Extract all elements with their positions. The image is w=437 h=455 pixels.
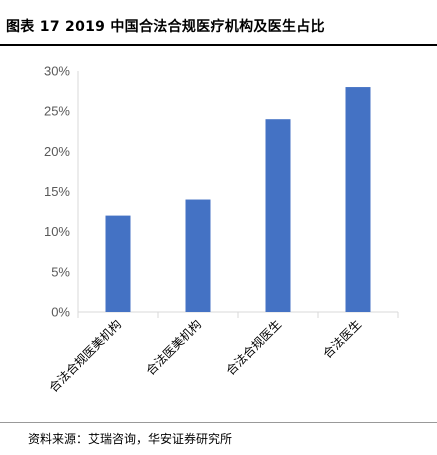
- bar: [105, 215, 131, 312]
- x-category-label: 合法医美机构: [143, 317, 205, 379]
- bar: [265, 119, 291, 312]
- source-rule: [0, 422, 437, 423]
- title-rule: [0, 44, 437, 46]
- bar: [185, 199, 211, 312]
- y-axis-ticks: 0% 5% 10% 15% 20% 25% 30%: [44, 64, 70, 320]
- y-tick-label: 20%: [44, 144, 70, 159]
- y-tick-label: 25%: [44, 104, 70, 119]
- bar-chart: 0% 5% 10% 15% 20% 25% 30% 合法合规医美机构 合法医美机构 合法合规医生…: [44, 64, 399, 395]
- chart-axes: [77, 71, 399, 318]
- x-category-label: 合法合规医生: [223, 317, 285, 379]
- y-tick-label: 0%: [51, 305, 70, 320]
- source-note: 资料来源：艾瑞咨询，华安证券研究所: [28, 432, 233, 446]
- y-tick-label: 5%: [51, 264, 70, 279]
- figure-title: 图表 17 2019 中国合法合规医疗机构及医生占比: [6, 19, 325, 35]
- chart-bars: [105, 87, 371, 312]
- y-tick-label: 30%: [44, 64, 70, 79]
- y-tick-label: 10%: [44, 224, 70, 239]
- bar: [345, 87, 371, 312]
- x-axis-labels: 合法合规医美机构 合法医美机构 合法合规医生 合法医生: [46, 317, 364, 395]
- x-category-label: 合法合规医美机构: [46, 317, 124, 395]
- y-tick-label: 15%: [44, 184, 70, 199]
- x-category-label: 合法医生: [320, 317, 365, 362]
